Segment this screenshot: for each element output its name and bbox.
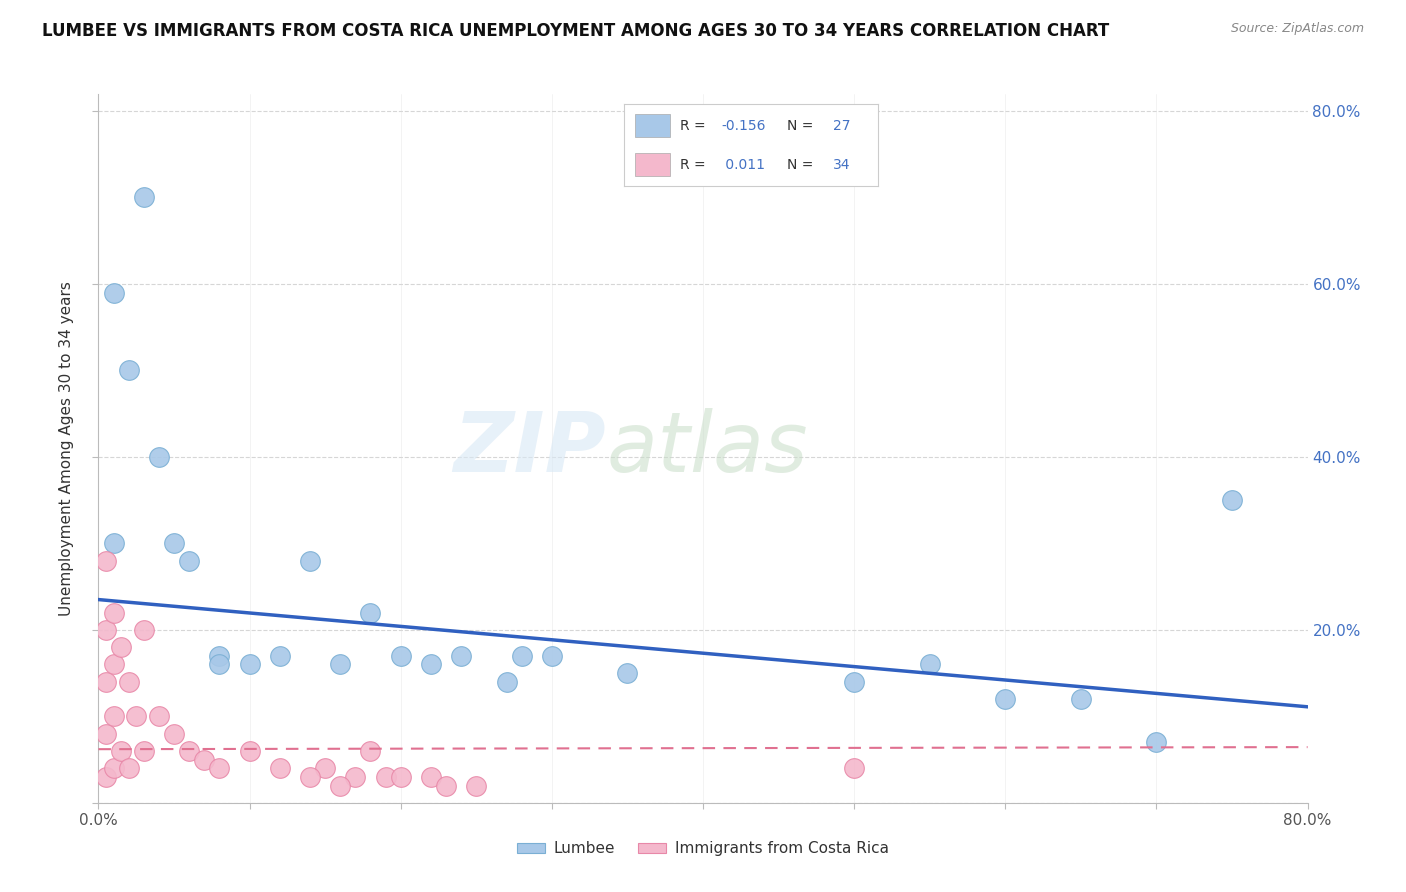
Point	[179, 744, 201, 758]
Point	[94, 623, 117, 637]
Point	[389, 648, 412, 663]
Text: LUMBEE VS IMMIGRANTS FROM COSTA RICA UNEMPLOYMENT AMONG AGES 30 TO 34 YEARS CORR: LUMBEE VS IMMIGRANTS FROM COSTA RICA UNE…	[42, 22, 1109, 40]
Point	[269, 761, 291, 775]
Point	[110, 744, 132, 758]
Point	[450, 648, 472, 663]
Point	[434, 779, 457, 793]
Point	[616, 666, 638, 681]
Point	[132, 190, 155, 204]
Legend: Lumbee, Immigrants from Costa Rica: Lumbee, Immigrants from Costa Rica	[510, 835, 896, 863]
Text: atlas: atlas	[606, 408, 808, 489]
Point	[239, 657, 262, 672]
Point	[118, 761, 141, 775]
Point	[389, 770, 412, 784]
Point	[118, 674, 141, 689]
Point	[103, 536, 125, 550]
Point	[918, 657, 941, 672]
Point	[208, 657, 231, 672]
Point	[239, 744, 262, 758]
Text: ZIP: ZIP	[454, 408, 606, 489]
Point	[148, 450, 170, 464]
Point	[103, 709, 125, 723]
Point	[193, 753, 215, 767]
Point	[844, 674, 866, 689]
Point	[844, 761, 866, 775]
Point	[103, 761, 125, 775]
Point	[103, 657, 125, 672]
Point	[163, 536, 186, 550]
Point	[1220, 493, 1243, 508]
Point	[994, 692, 1017, 706]
Point	[314, 761, 336, 775]
Point	[208, 648, 231, 663]
Point	[208, 761, 231, 775]
Point	[465, 779, 488, 793]
Point	[103, 285, 125, 300]
Point	[125, 709, 148, 723]
Point	[132, 623, 155, 637]
Point	[132, 744, 155, 758]
Point	[103, 606, 125, 620]
Y-axis label: Unemployment Among Ages 30 to 34 years: Unemployment Among Ages 30 to 34 years	[59, 281, 75, 615]
Point	[344, 770, 367, 784]
Point	[118, 363, 141, 377]
Point	[329, 779, 352, 793]
Point	[299, 554, 322, 568]
Point	[495, 674, 517, 689]
Point	[510, 648, 533, 663]
Point	[374, 770, 396, 784]
Point	[110, 640, 132, 654]
Point	[179, 554, 201, 568]
Point	[1144, 735, 1167, 749]
Point	[360, 606, 382, 620]
Point	[148, 709, 170, 723]
Point	[163, 726, 186, 740]
Point	[420, 770, 443, 784]
Point	[420, 657, 443, 672]
Point	[94, 674, 117, 689]
Point	[94, 554, 117, 568]
Point	[540, 648, 562, 663]
Point	[94, 770, 117, 784]
Point	[1070, 692, 1092, 706]
Point	[360, 744, 382, 758]
Point	[94, 726, 117, 740]
Point	[329, 657, 352, 672]
Point	[299, 770, 322, 784]
Point	[269, 648, 291, 663]
Text: Source: ZipAtlas.com: Source: ZipAtlas.com	[1230, 22, 1364, 36]
